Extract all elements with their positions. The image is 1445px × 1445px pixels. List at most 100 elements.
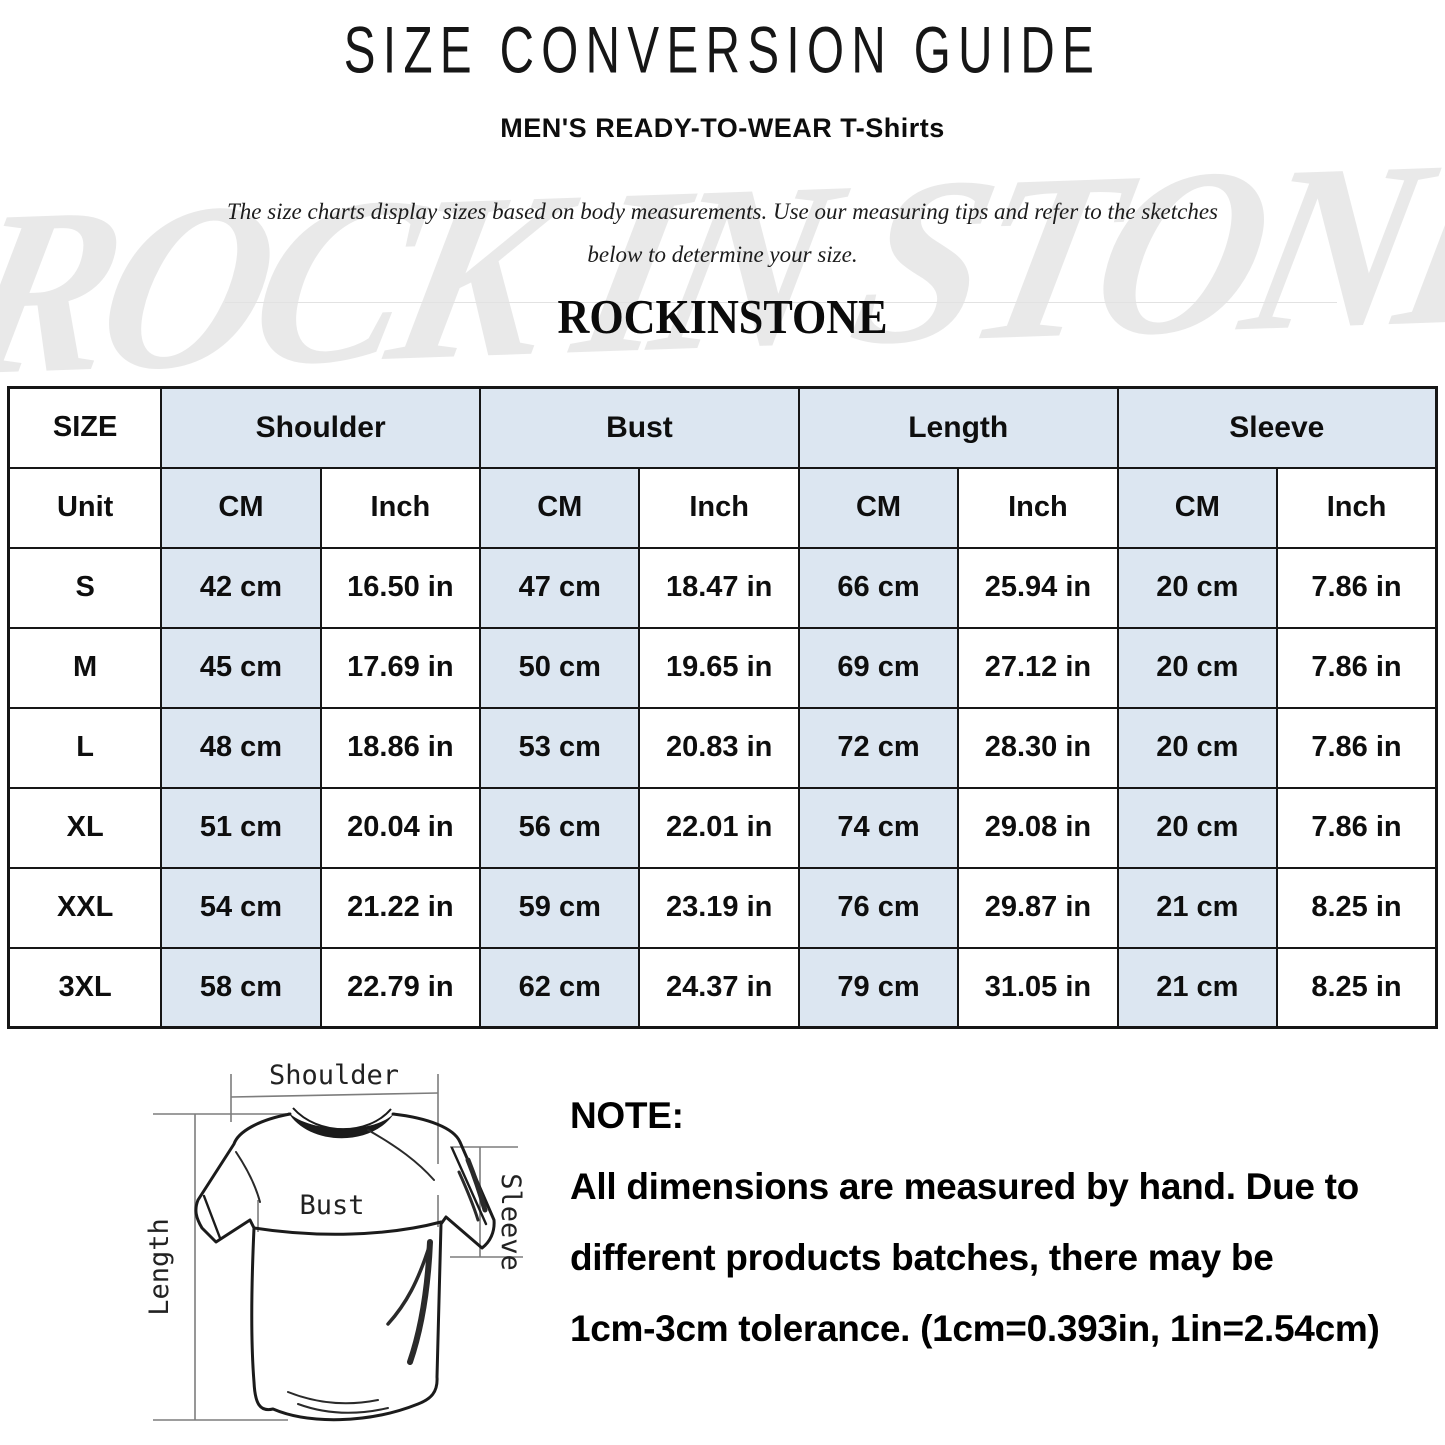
unit-inch-cell: Inch: [957, 466, 1119, 549]
measurement-cell: 66 cm: [797, 546, 960, 629]
size-label: L: [7, 706, 163, 789]
table-row: S 42 cm 16.50 in 47 cm 18.47 in 66 cm 25.94 in…: [7, 546, 1438, 629]
measurement-cell: 29.87 in: [957, 866, 1119, 949]
measurement-cell: 29.08 in: [957, 786, 1119, 869]
table-row: L 48 cm 18.86 in 53 cm 20.83 in 72 cm 28.30 in…: [7, 706, 1438, 789]
wrinkle-strokes: [235, 1129, 488, 1414]
description-line-2: below to determine your size.: [587, 242, 858, 267]
collar-inner-line: [292, 1107, 392, 1131]
size-label: S: [7, 546, 163, 629]
table-unit-header-row: Unit CM Inch CM Inch CM Inch CM Inch: [7, 466, 1438, 549]
measurement-cell: 27.12 in: [957, 626, 1119, 709]
measurement-cell: 54 cm: [160, 866, 322, 949]
table-row: 3XL 58 cm 22.79 in 62 cm 24.37 in 79 cm 31.05 …: [7, 946, 1438, 1029]
measurement-cell: 56 cm: [479, 786, 641, 869]
measurement-cell: 7.86 in: [1276, 706, 1438, 789]
measurement-cell: 51 cm: [160, 786, 322, 869]
note-block: NOTE: All dimensions are measured by han…: [570, 1080, 1440, 1364]
measurement-cell: 8.25 in: [1276, 946, 1438, 1029]
note-line-1: All dimensions are measured by hand. Due…: [570, 1166, 1359, 1207]
diagram-shoulder-label: Shoulder: [269, 1060, 399, 1091]
size-table-body: S 42 cm 16.50 in 47 cm 18.47 in 66 cm 25.94 in…: [7, 546, 1438, 1029]
measurement-cell: 19.65 in: [638, 626, 800, 709]
size-label: XXL: [7, 866, 163, 949]
page-title: SIZE CONVERSION GUIDE: [343, 13, 1102, 88]
measurement-cell: 7.86 in: [1276, 786, 1438, 869]
size-conversion-table: SIZE Shoulder Bust Length Sleeve Unit CM…: [7, 386, 1438, 1029]
measurement-cell: 21 cm: [1116, 866, 1279, 949]
diagram-bust-label: Bust: [299, 1190, 364, 1221]
measurement-cell: 25.94 in: [957, 546, 1119, 629]
measurement-cell: 20 cm: [1116, 786, 1279, 869]
measurement-lines: [153, 1074, 523, 1421]
measurement-cell: 20.04 in: [319, 786, 482, 869]
unit-inch-cell: Inch: [319, 466, 482, 549]
table-row: XL 51 cm 20.04 in 56 cm 22.01 in 74 cm 29.08 i…: [7, 786, 1438, 869]
unit-cm-cell: CM: [479, 466, 641, 549]
table-row: XXL 54 cm 21.22 in 59 cm 23.19 in 76 cm 29.87 …: [7, 866, 1438, 949]
divider-line: [225, 302, 1337, 303]
group-header-length: Length: [797, 386, 1119, 469]
measurement-cell: 22.79 in: [319, 946, 482, 1029]
description-text: The size charts display sizes based on b…: [0, 190, 1445, 276]
right-cuff-line: [450, 1146, 488, 1226]
measurement-cell: 48 cm: [160, 706, 322, 789]
note-line-3: 1cm-3cm tolerance. (1cm=0.393in, 1in=2.5…: [570, 1308, 1380, 1349]
measurement-cell: 50 cm: [479, 626, 641, 709]
tshirt-outline: [194, 1112, 496, 1422]
group-header-bust: Bust: [479, 386, 800, 469]
diagram-length-label: Length: [144, 1218, 175, 1316]
bust-chest-line: [252, 1220, 443, 1236]
size-corner-cell: SIZE: [7, 386, 163, 469]
tshirt-measurement-diagram: Shoulder Bust Length Sleeve: [144, 1060, 526, 1422]
diagram-sleeve-label: Sleeve: [495, 1173, 526, 1271]
unit-cm-cell: CM: [797, 466, 960, 549]
measurement-cell: 31.05 in: [957, 946, 1119, 1029]
note-heading: NOTE:: [570, 1095, 684, 1136]
measurement-cell: 23.19 in: [638, 866, 800, 949]
measurement-cell: 53 cm: [479, 706, 641, 789]
unit-label-cell: Unit: [7, 466, 163, 549]
measurement-cell: 72 cm: [797, 706, 960, 789]
measurement-cell: 8.25 in: [1276, 866, 1438, 949]
measurement-cell: 45 cm: [160, 626, 322, 709]
note-line-2: different products batches, there may be: [570, 1237, 1274, 1278]
measurement-cell: 62 cm: [479, 946, 641, 1029]
unit-cm-cell: CM: [1116, 466, 1279, 549]
measurement-cell: 76 cm: [797, 866, 960, 949]
measurement-cell: 28.30 in: [957, 706, 1119, 789]
unit-inch-cell: Inch: [638, 466, 800, 549]
description-line-1: The size charts display sizes based on b…: [226, 199, 1219, 224]
size-label: M: [7, 626, 163, 709]
measurement-cell: 58 cm: [160, 946, 322, 1029]
collar-shape: [288, 1112, 395, 1139]
measurement-cell: 42 cm: [160, 546, 322, 629]
measurement-cell: 16.50 in: [319, 546, 482, 629]
tshirt-body-path: [194, 1112, 496, 1422]
measurement-cell: 24.37 in: [638, 946, 800, 1029]
measurement-cell: 20.83 in: [638, 706, 800, 789]
measurement-cell: 7.86 in: [1276, 546, 1438, 629]
measurement-cell: 47 cm: [479, 546, 641, 629]
measurement-cell: 59 cm: [479, 866, 641, 949]
group-header-shoulder: Shoulder: [160, 386, 482, 469]
measurement-cell: 74 cm: [797, 786, 960, 869]
table-group-header-row: SIZE Shoulder Bust Length Sleeve: [7, 386, 1438, 469]
measurement-cell: 18.86 in: [319, 706, 482, 789]
measurement-cell: 21 cm: [1116, 946, 1279, 1029]
measurement-cell: 17.69 in: [319, 626, 482, 709]
measurement-cell: 20 cm: [1116, 546, 1279, 629]
measurement-cell: 79 cm: [797, 946, 960, 1029]
size-label: XL: [7, 786, 163, 869]
unit-inch-cell: Inch: [1276, 466, 1438, 549]
measurement-cell: 18.47 in: [638, 546, 800, 629]
measurement-cell: 22.01 in: [638, 786, 800, 869]
measurement-cell: 21.22 in: [319, 866, 482, 949]
group-header-sleeve: Sleeve: [1116, 386, 1438, 469]
measurement-cell: 20 cm: [1116, 626, 1279, 709]
table-row: M 45 cm 17.69 in 50 cm 19.65 in 69 cm 27.12 in…: [7, 626, 1438, 709]
measurement-cell: 20 cm: [1116, 706, 1279, 789]
left-cuff-line: [202, 1194, 222, 1240]
brand-name: ROCKINSTONE: [557, 289, 888, 344]
